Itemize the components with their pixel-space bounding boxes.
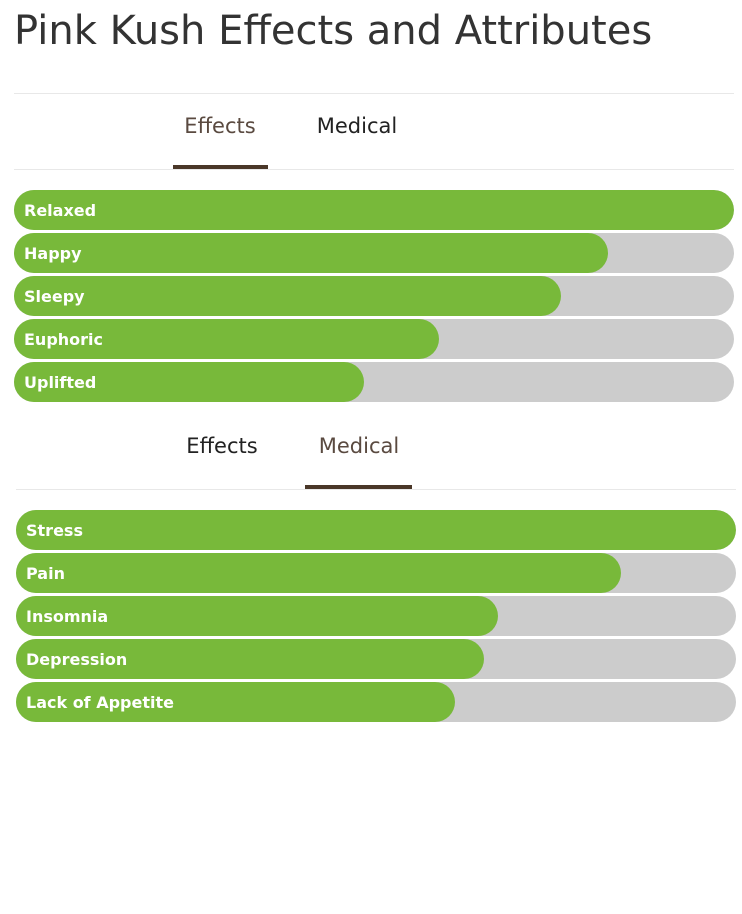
bar — [16, 682, 456, 722]
bar-track: Sleepy — [14, 276, 734, 316]
bar — [16, 510, 736, 550]
bar-label: Lack of Appetite — [26, 693, 174, 712]
tab[interactable]: Medical — [316, 114, 398, 138]
bar-track: Insomnia — [16, 596, 736, 636]
divider — [14, 169, 734, 170]
page-title: Pink Kush Effects and Attributes — [14, 8, 653, 54]
bar-label: Relaxed — [24, 201, 97, 220]
bar — [14, 319, 439, 359]
bar-track: Lack of Appetite — [16, 682, 736, 722]
bar-track: Euphoric — [14, 319, 734, 359]
bar-label: Insomnia — [26, 607, 109, 626]
bar — [16, 553, 621, 593]
bar — [14, 362, 364, 402]
bar — [14, 233, 608, 273]
active-tab-indicator — [173, 165, 268, 169]
bar-track: Relaxed — [14, 190, 734, 230]
bar-label: Sleepy — [24, 287, 85, 306]
bar-track: Stress — [16, 510, 736, 550]
bar-track: Depression — [16, 639, 736, 679]
bar-track: Pain — [16, 553, 736, 593]
bar-label: Happy — [24, 244, 82, 263]
bar — [14, 276, 562, 316]
tab[interactable]: Effects — [186, 434, 258, 458]
bar — [16, 596, 499, 636]
bar-label: Euphoric — [24, 330, 104, 349]
active-tab-indicator — [305, 485, 412, 489]
bar-label: Depression — [26, 650, 128, 669]
bar-track: Happy — [14, 233, 734, 273]
bar-label: Stress — [26, 521, 83, 540]
tab[interactable]: Medical — [318, 434, 400, 458]
bar-label: Pain — [26, 564, 65, 583]
bar — [14, 190, 734, 230]
divider — [16, 489, 736, 490]
bar-track: Uplifted — [14, 362, 734, 402]
divider — [14, 93, 734, 94]
bar-label: Uplifted — [24, 373, 97, 392]
tab[interactable]: Effects — [184, 114, 256, 138]
bar — [16, 639, 484, 679]
